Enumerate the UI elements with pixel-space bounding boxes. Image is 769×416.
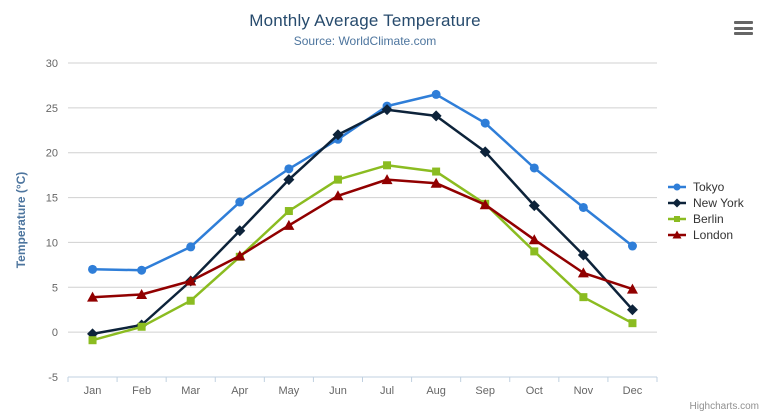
- marker: [627, 241, 637, 251]
- marker: [674, 216, 680, 222]
- marker: [529, 163, 539, 173]
- series-line: [91, 164, 634, 342]
- marker: [480, 118, 490, 128]
- legend-marker-icon: [668, 183, 686, 191]
- marker: [577, 249, 589, 261]
- legend-label: New York: [693, 196, 744, 210]
- marker: [626, 283, 638, 294]
- y-axis-label: 15: [46, 193, 58, 205]
- marker: [332, 190, 344, 201]
- legend-item-london[interactable]: London: [668, 227, 744, 243]
- y-axis-label: 25: [46, 103, 58, 115]
- x-axis-label: Aug: [426, 385, 446, 397]
- marker: [530, 247, 539, 256]
- marker: [479, 146, 491, 158]
- hamburger-icon[interactable]: [734, 21, 753, 35]
- x-axis-label: Dec: [623, 385, 643, 397]
- series-line: [91, 108, 634, 336]
- x-axis-label: Feb: [132, 385, 151, 397]
- x-axis-label: Jun: [329, 385, 347, 397]
- marker: [283, 174, 295, 186]
- hamburger-bar: [734, 32, 753, 35]
- series-line: [91, 178, 634, 299]
- marker: [284, 207, 293, 216]
- marker: [578, 202, 588, 212]
- marker: [88, 336, 97, 345]
- legend-item-new-york[interactable]: New York: [668, 195, 744, 211]
- x-axis-label: Jul: [380, 385, 394, 397]
- marker: [234, 225, 246, 237]
- y-axis-label: 0: [52, 327, 58, 339]
- legend: Tokyo New York Berlin London: [668, 179, 744, 243]
- legend-item-tokyo[interactable]: Tokyo: [668, 179, 744, 195]
- marker: [186, 296, 195, 305]
- marker: [528, 234, 540, 245]
- series-line: [91, 93, 634, 272]
- marker: [528, 200, 540, 212]
- marker: [333, 175, 342, 184]
- marker: [185, 275, 197, 286]
- y-axis-label: 20: [46, 148, 58, 160]
- legend-marker-icon: [668, 216, 686, 222]
- marker: [283, 219, 295, 230]
- x-axis-label: Jan: [84, 385, 102, 397]
- series-london[interactable]: [87, 174, 638, 302]
- x-axis-label: Nov: [574, 385, 594, 397]
- marker: [136, 288, 148, 299]
- legend-marker-icon: [668, 230, 686, 239]
- x-axis-label: Mar: [181, 385, 200, 397]
- x-axis-label: May: [278, 385, 299, 397]
- y-axis-title: Temperature (°C): [14, 171, 28, 269]
- marker: [579, 293, 588, 302]
- legend-label: London: [693, 228, 734, 242]
- marker: [672, 198, 682, 208]
- y-axis-label: -5: [48, 372, 58, 384]
- y-axis-label: 5: [52, 282, 58, 294]
- y-axis-label: 30: [46, 58, 58, 70]
- marker: [88, 264, 98, 274]
- y-axis-label: 10: [46, 237, 58, 249]
- chart-subtitle: Source: WorldClimate.com: [293, 34, 437, 48]
- marker: [87, 291, 99, 302]
- series-new-york[interactable]: [87, 104, 638, 340]
- chart-title: Monthly Average Temperature: [249, 11, 481, 30]
- marker: [628, 319, 637, 328]
- marker: [137, 265, 147, 275]
- x-axis-label: Oct: [526, 385, 543, 397]
- marker: [672, 230, 682, 239]
- hamburger-bar: [734, 26, 753, 30]
- marker: [430, 177, 442, 188]
- marker: [284, 164, 294, 174]
- x-axis-label: Sep: [475, 385, 495, 397]
- credits-link[interactable]: Highcharts.com: [689, 401, 759, 412]
- marker: [332, 129, 344, 141]
- marker: [626, 304, 638, 316]
- marker: [431, 89, 441, 99]
- legend-label: Tokyo: [693, 180, 725, 194]
- marker: [383, 161, 392, 170]
- marker: [234, 250, 246, 261]
- marker: [673, 183, 681, 191]
- x-axis-label: Apr: [231, 385, 248, 397]
- legend-item-berlin[interactable]: Berlin: [668, 211, 744, 227]
- marker: [381, 104, 393, 116]
- marker: [577, 267, 589, 278]
- legend-marker-icon: [668, 198, 686, 208]
- marker: [430, 110, 442, 122]
- marker: [432, 167, 441, 176]
- series-berlin[interactable]: [88, 161, 637, 345]
- hamburger-bar: [734, 21, 753, 24]
- marker: [137, 322, 146, 331]
- marker: [381, 174, 393, 185]
- marker: [235, 197, 245, 207]
- series-tokyo[interactable]: [88, 89, 637, 275]
- legend-label: Berlin: [693, 212, 724, 226]
- marker: [479, 199, 491, 210]
- marker: [186, 242, 196, 252]
